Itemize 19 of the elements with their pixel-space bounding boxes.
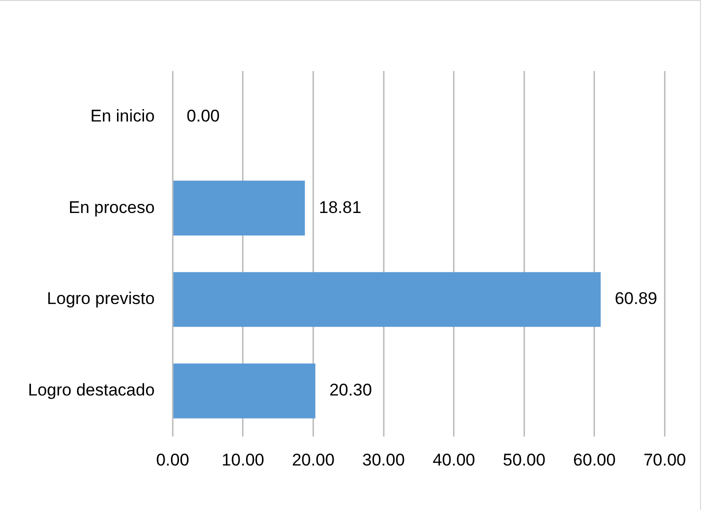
y-tick-label: En proceso	[68, 198, 155, 217]
x-tick-label: 0.00	[156, 450, 190, 470]
bar	[173, 272, 601, 327]
x-tick-label: 40.00	[432, 450, 476, 470]
x-tick-label: 20.00	[292, 450, 335, 470]
y-tick-label: Logro destacado	[28, 380, 155, 400]
x-tick-label: 70.00	[643, 450, 686, 470]
data-label: 18.81	[318, 198, 362, 217]
bar	[173, 363, 316, 418]
bar	[173, 180, 305, 236]
x-tick-label: 30.00	[362, 450, 405, 470]
y-tick-label: En inicio	[90, 106, 155, 126]
data-label: 0.00	[186, 106, 220, 126]
data-label: 20.30	[329, 380, 372, 400]
x-tick-label: 50.00	[502, 450, 546, 470]
y-tick-label: Logro previsto	[46, 289, 155, 308]
x-tick-label: 60.00	[573, 450, 616, 470]
x-tick-label: 10.00	[222, 450, 264, 470]
data-label: 60.89	[614, 289, 658, 308]
